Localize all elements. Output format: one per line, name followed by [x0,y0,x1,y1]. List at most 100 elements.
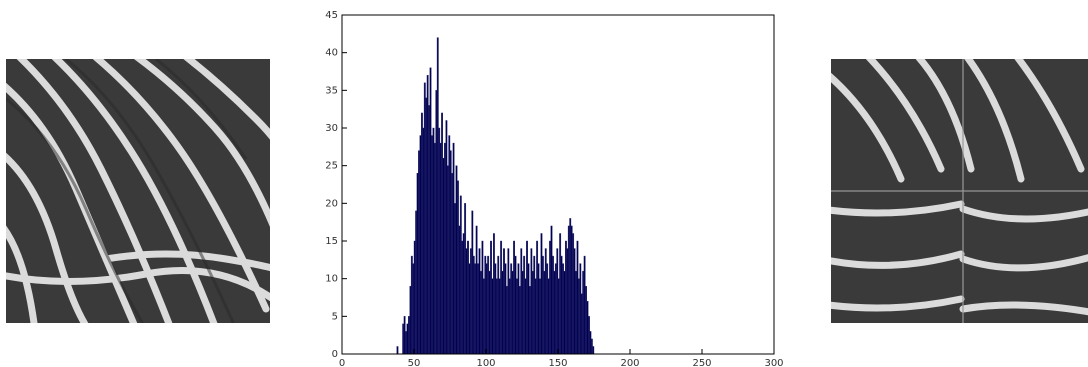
histogram-bar [415,210,418,355]
histogram-bar [482,278,485,355]
y-tick-label: 15 [325,236,338,247]
histogram-bar [436,37,439,355]
histogram-bar [556,248,559,355]
histogram-bar [458,225,461,355]
histogram-bar [549,240,552,355]
y-tick-label: 45 [325,10,338,21]
fingerprint-texture-with-seams-image [831,59,1088,323]
histogram-bar [575,270,577,355]
histogram-bar [431,135,433,355]
histogram-bar [511,270,514,355]
histogram-bars [396,37,595,355]
y-tick-label: 20 [325,198,338,209]
histogram-bar [459,195,462,355]
histogram-bar [508,278,511,355]
x-tick-label: 200 [620,358,639,367]
histogram-bar [550,225,553,355]
x-tick-label: 50 [408,358,421,367]
histogram-bar [485,263,488,355]
histogram-bar [530,248,533,355]
y-axis-ticks: 0 5 10 15 20 25 30 35 40 45 [325,10,347,360]
histogram-bar [439,142,442,355]
histogram-bar [455,165,458,355]
histogram-bar [422,127,425,355]
histogram-bar [432,127,435,355]
histogram-bar [498,278,501,355]
histogram-bar [531,270,534,355]
histogram-bar [516,278,518,355]
histogram-bar [510,263,513,355]
fingerprint-texture-image [6,59,270,323]
histogram-bar [462,233,465,355]
histogram-bar [475,225,478,355]
histogram-bar [492,233,495,355]
histogram-bar [478,248,481,355]
histogram-bar [495,278,498,355]
fingerprint-texture-svg [6,59,270,323]
histogram-bar [544,248,547,355]
x-tick-label: 0 [339,358,345,367]
histogram-bar [564,240,567,355]
histogram-bar [570,225,573,355]
histogram-bar [572,233,575,355]
histogram-bar [501,270,504,355]
histogram-bar [569,218,572,355]
y-tick-label: 25 [325,161,338,172]
histogram-bar [452,142,455,355]
histogram-bar [472,255,475,355]
y-tick-label: 10 [325,274,338,285]
histogram-bar [513,240,516,355]
histogram-bar [579,263,582,355]
histogram-bar [560,255,563,355]
histogram-bar [573,248,576,355]
histogram-bar [438,127,441,355]
histogram-bar [412,263,415,355]
histogram-bar [583,255,586,355]
histogram-bar [454,203,456,355]
histogram-bar [446,165,449,355]
histogram-bar [582,270,585,355]
y-tick-label: 30 [325,123,338,134]
histogram-bar [539,278,541,355]
histogram-bar [507,248,510,355]
x-tick-label: 150 [548,358,567,367]
x-tick-label: 100 [476,358,495,367]
histogram-bar [442,157,445,355]
histogram-bar [425,97,428,355]
histogram-bar [576,240,579,355]
x-axis-ticks: 0 50 100 150 200 250 300 [339,349,784,367]
histogram-bar [396,346,399,355]
histogram-bar [585,286,587,355]
histogram-bar [429,67,432,355]
histogram-bar [566,248,569,355]
histogram-bar [410,255,413,355]
histogram-bar [494,263,497,355]
histogram-bar [449,150,452,355]
histogram-bar [533,255,536,355]
histogram-bar [413,240,416,355]
histogram-bar [428,105,431,355]
histogram-bar [588,316,590,355]
histogram-bar [590,338,593,355]
histogram-bar [471,210,474,355]
histogram-bar [524,278,527,355]
histogram-bar [541,255,544,355]
histogram-bar [540,233,543,355]
histogram-bar [527,263,530,355]
histogram-bar [523,255,526,355]
histogram-bar [416,172,419,355]
histogram-chart: 0 50 100 150 200 250 300 0 5 10 15 20 25 30 35 40 45 [325,10,784,367]
histogram-bar [514,255,517,355]
histogram-bar [559,233,562,355]
histogram-bar [403,316,406,355]
x-tick-label: 250 [692,358,711,367]
histogram-bar [441,112,444,355]
histogram-bar [543,270,546,355]
y-tick-label: 5 [332,311,338,322]
histogram-bar [497,255,500,355]
histogram-bar [456,180,459,355]
histogram-bar [418,150,420,355]
histogram-bar [589,331,592,355]
x-tick-label: 300 [764,358,783,367]
histogram-bar [537,263,540,355]
